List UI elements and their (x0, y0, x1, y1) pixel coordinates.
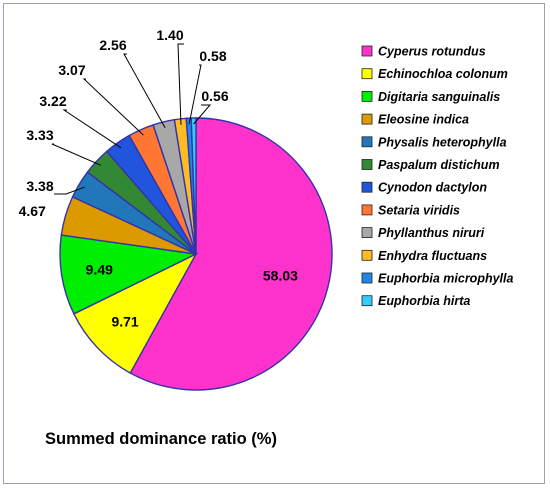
leader-line-paspalum-distichum (51, 143, 102, 166)
legend-entry-cynodon-dactylon: Cynodon dactylon (378, 181, 487, 195)
value-label-echinochloa-colonum: 9.71 (111, 314, 138, 330)
chart-frame (3, 3, 545, 484)
legend-swatch-physalis-heterophylla (361, 136, 373, 148)
legend-swatch-enhydra-fluctuans (361, 249, 373, 261)
legend-entry-setaria-viridis: Setaria viridis (378, 203, 460, 217)
leader-line-phyllanthus-niruri (123, 53, 166, 128)
legend-swatch-cyperus-rotundus (361, 45, 373, 57)
legend-entry-physalis-heterophylla: Physalis heterophylla (378, 135, 507, 149)
value-labels: 58.03 9.71 9.49 4.67 3.38 3.33 3.22 3.07 2.56 1.4… (19, 27, 299, 330)
legend-entry-paspalum-distichum: Paspalum distichum (378, 158, 500, 172)
legend-swatch-euphorbia-hirta (361, 295, 373, 307)
leader-line-euphorbia-hirta (193, 104, 212, 125)
legend-swatch-euphorbia-microphylla (361, 272, 373, 284)
legend-swatch-phyllanthus-niruri (361, 227, 373, 239)
value-label-paspalum-distichum: 3.33 (26, 127, 53, 143)
slice-echinochloa-colonum (72, 252, 198, 375)
leader-lines (51, 43, 212, 195)
value-label-cynodon-dactylon: 3.22 (39, 93, 66, 109)
legend-entry-digitaria-sanguinalis: Digitaria sanguinalis (378, 90, 500, 104)
leader-line-setaria-viridis (82, 78, 144, 136)
legend-swatch-setaria-viridis (361, 204, 373, 216)
leader-line-physalis-heterophylla (54, 186, 85, 195)
slice-euphorbia-hirta (190, 117, 197, 255)
legend-swatch-digitaria-sanguinalis (361, 91, 373, 102)
leader-line-cynodon-dactylon (62, 109, 122, 149)
value-label-setaria-viridis: 3.07 (58, 62, 85, 78)
legend-entry-eleosine-indica: Eleosine indica (378, 113, 469, 127)
value-label-euphorbia-microphylla: 0.58 (199, 48, 226, 64)
legend-swatch-echinochloa-colonum (361, 68, 373, 80)
legend-entry-cyperus-rotundus: Cyperus rotundus (378, 45, 486, 59)
value-label-cyperus-rotundus: 58.03 (263, 268, 298, 284)
legend-entry-phyllanthus-niruri: Phyllanthus niruri (378, 226, 485, 240)
pie-slices (59, 117, 333, 391)
value-label-eleosine-indica: 4.67 (19, 203, 46, 219)
legend-swatch-eleosine-indica (361, 113, 373, 125)
value-label-phyllanthus-niruri: 2.56 (99, 37, 126, 53)
value-label-digitaria-sanguinalis: 9.49 (86, 261, 113, 277)
slice-cyperus-rotundus (129, 117, 333, 391)
leader-line-euphorbia-microphylla (188, 64, 202, 125)
legend-entry-euphorbia-hirta: Euphorbia hirta (378, 294, 470, 308)
legend-entry-euphorbia-microphylla: Euphorbia microphylla (378, 272, 513, 286)
value-label-enhydra-fluctuans: 1.40 (156, 27, 183, 43)
legend-entry-echinochloa-colonum: Echinochloa colonum (378, 67, 508, 81)
legend-swatch-cynodon-dactylon (361, 181, 373, 193)
legend-entry-enhydra-fluctuans: Enhydra fluctuans (378, 249, 487, 263)
value-label-physalis-heterophylla: 3.38 (26, 178, 53, 194)
value-label-euphorbia-hirta: 0.56 (201, 88, 228, 104)
chart-title: Summed dominance ratio (%) (45, 430, 277, 448)
leader-line-enhydra-fluctuans (177, 43, 184, 125)
slice-digitaria-sanguinalis (59, 234, 199, 315)
legend-swatch-paspalum-distichum (361, 159, 373, 170)
legend: Cyperus rotundus Echinochloa colonum Digit… (361, 45, 513, 308)
